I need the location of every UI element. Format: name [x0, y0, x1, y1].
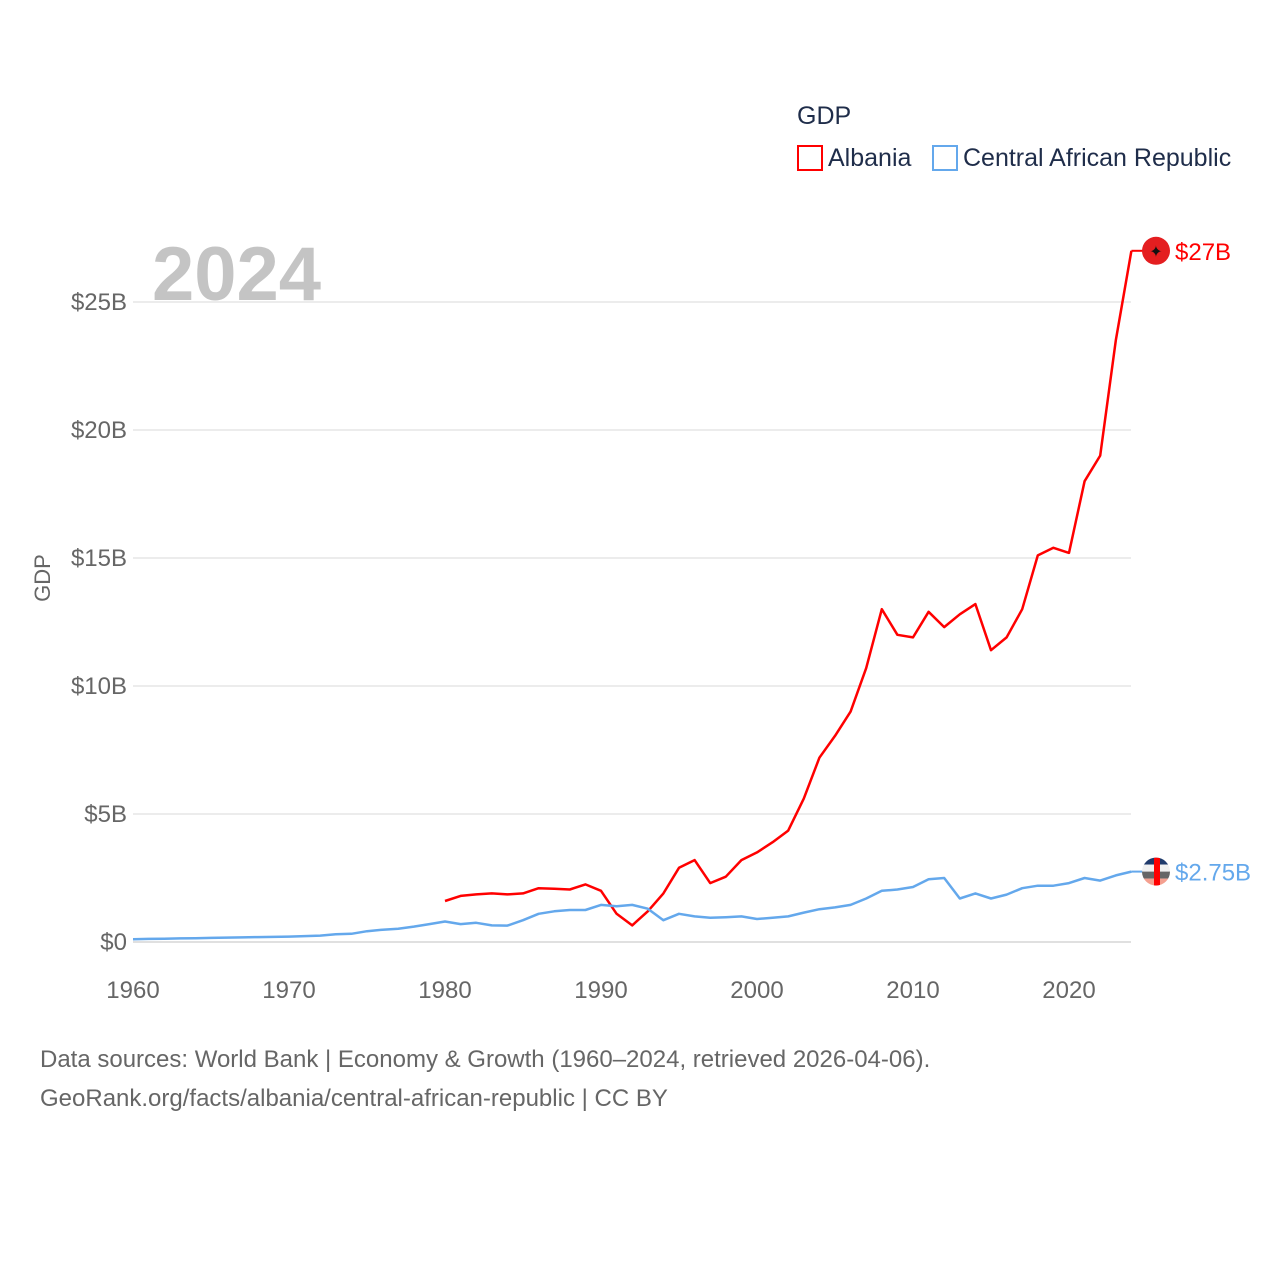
series-line-albania [444, 250, 1133, 927]
y-tick-label: $15B [71, 545, 127, 572]
legend-title: GDP [797, 102, 851, 130]
x-tick-label: 2010 [886, 977, 939, 1004]
x-tick-label: 1980 [418, 977, 471, 1004]
legend-label-car: Central African Republic [963, 144, 1231, 172]
legend-swatch-car [932, 145, 958, 171]
x-tick-label: 1970 [262, 977, 315, 1004]
legend: GDP Albania Central African Republic [797, 102, 1231, 172]
series-line-car [132, 870, 1132, 941]
source-line-2[interactable]: GeoRank.org/facts/albania/central-africa… [40, 1085, 668, 1112]
end-value-label: $27B [1175, 239, 1231, 266]
legend-label-albania: Albania [828, 144, 911, 172]
y-tick-label: $25B [71, 289, 127, 316]
car-flag-icon [1142, 857, 1170, 886]
albania-flag-icon: ✦ [1142, 236, 1170, 265]
year-watermark: 2024 [152, 232, 321, 317]
x-tick-label: 2000 [730, 977, 783, 1004]
y-tick-label: $10B [71, 673, 127, 700]
x-axis-ticks: 1960 1970 1980 1990 2000 2010 2020 [106, 977, 1095, 1004]
y-tick-label: $5B [84, 801, 127, 828]
series-lines [132, 250, 1133, 941]
y-tick-label: $0 [100, 929, 127, 956]
x-tick-label: 1960 [106, 977, 159, 1004]
source-line-1: Data sources: World Bank | Economy & Gro… [40, 1046, 931, 1073]
y-axis-label: GDP [30, 554, 55, 602]
legend-item-albania[interactable]: Albania [797, 144, 911, 172]
series-end-markers: ✦ $27B $2.75B [1131, 236, 1251, 887]
legend-swatch-albania [797, 145, 823, 171]
x-tick-label: 1990 [574, 977, 627, 1004]
y-axis-ticks: $0 $5B $10B $15B $20B $25B [71, 289, 127, 956]
grid-lines [133, 301, 1131, 943]
end-value-label: $2.75B [1175, 860, 1251, 887]
y-tick-label: $20B [71, 417, 127, 444]
svg-text:✦: ✦ [1149, 244, 1162, 261]
legend-item-car[interactable]: Central African Republic [932, 144, 1231, 172]
x-tick-label: 2020 [1042, 977, 1095, 1004]
